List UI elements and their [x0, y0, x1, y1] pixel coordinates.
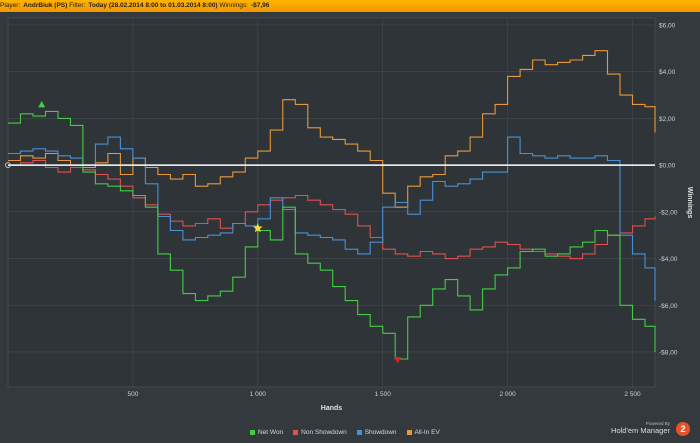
- legend-label-net-won: Net Won: [258, 428, 284, 436]
- y-axis-title: Winnings: [686, 187, 693, 219]
- all-in-ev-swatch: [406, 429, 412, 435]
- legend-label-all-in-ev: All-In EV: [414, 428, 440, 436]
- brand-name: Hold'em Manager: [611, 426, 670, 435]
- legend-item-showdown[interactable]: Showdown: [356, 427, 397, 437]
- x-tick-label: 1 000: [250, 391, 267, 398]
- high-point-marker: [38, 100, 46, 108]
- y-tick-label: $0,00: [659, 163, 676, 170]
- y-tick-label: $4,00: [659, 69, 676, 76]
- winnings-chart: $6,00 $4,00 $2,00 $0,00 -$2,00 -$4,00 -$6,00 -$…: [5, 17, 693, 412]
- x-tick-label: 2 000: [499, 391, 516, 398]
- x-tick-label: 2 500: [624, 391, 641, 398]
- y-tick-label: $2,00: [659, 116, 676, 123]
- net-won-line: [8, 110, 656, 360]
- y-tick-label: -$6,00: [659, 303, 678, 310]
- winnings-label: Winnings:: [219, 2, 248, 9]
- origin-marker: [5, 162, 11, 169]
- powered-by-text: Powered By: [645, 421, 670, 426]
- y-tick-label: -$2,00: [659, 209, 678, 216]
- legend-label-showdown: Showdown: [364, 428, 397, 436]
- player-label: Player:: [0, 2, 21, 9]
- legend-item-net-won[interactable]: Net Won: [250, 427, 283, 437]
- branding: Powered By Hold'em Manager 2: [590, 421, 690, 437]
- chart-area: $6,00 $4,00 $2,00 $0,00 -$2,00 -$4,00 -$6,00 -$…: [0, 12, 700, 438]
- header-bar: Player: AndrBiuk (PS) Filter: Today (28.02…: [0, 0, 700, 12]
- y-tick-label: -$8,00: [659, 349, 678, 356]
- non-showdown-swatch: [293, 429, 299, 435]
- net-won-swatch: [250, 429, 255, 435]
- non-showdown-line: [8, 159, 656, 260]
- legend: Net Won Non Showdown Showdown All-In EV: [250, 427, 440, 437]
- y-tick-label: $6,00: [659, 23, 676, 30]
- winnings-value: -$7,96: [250, 2, 270, 9]
- filter-label: Filter:: [69, 2, 86, 9]
- x-axis-title: Hands: [321, 405, 343, 412]
- low-point-marker: [394, 357, 402, 364]
- x-tick-label: 500: [127, 391, 138, 398]
- player-value: AndrBiuk (PS): [23, 2, 68, 9]
- x-tick-label: 1 500: [375, 391, 392, 398]
- plot-background: [7, 17, 656, 388]
- y-tick-label: -$4,00: [659, 256, 678, 263]
- legend-item-all-in-ev[interactable]: All-In EV: [406, 427, 440, 437]
- all-in-ev-line: [8, 50, 656, 208]
- showdown-line: [8, 136, 656, 301]
- legend-item-non-showdown[interactable]: Non Showdown: [293, 427, 347, 437]
- hm2-logo: 2: [676, 422, 690, 436]
- showdown-swatch: [356, 429, 362, 435]
- best-hand-star-marker: [253, 223, 263, 233]
- legend-label-non-showdown: Non Showdown: [301, 428, 347, 436]
- filter-value: Today (28.02.2014 8:00 to 01.03.2014 8:0…: [88, 2, 218, 9]
